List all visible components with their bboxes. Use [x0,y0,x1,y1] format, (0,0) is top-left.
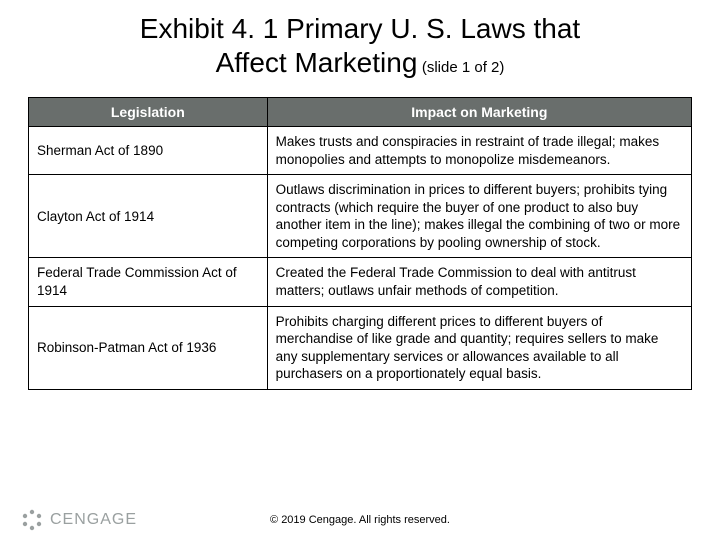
cell-legislation: Federal Trade Commission Act of 1914 [29,258,268,306]
cell-legislation: Clayton Act of 1914 [29,175,268,258]
slide-footer: CENGAGE © 2019 Cengage. All rights reser… [0,500,720,540]
table-row: Sherman Act of 1890 Makes trusts and con… [29,127,692,175]
cell-legislation: Robinson-Patman Act of 1936 [29,306,268,389]
laws-table: Legislation Impact on Marketing Sherman … [28,97,692,390]
table-row: Robinson-Patman Act of 1936 Prohibits ch… [29,306,692,389]
title-sub-text: (slide 1 of 2) [422,59,505,76]
cell-impact: Prohibits charging different prices to d… [267,306,691,389]
title-line2: Affect Marketing (slide 1 of 2) [40,46,680,80]
col-header-impact: Impact on Marketing [267,98,691,127]
table-row: Clayton Act of 1914 Outlaws discriminati… [29,175,692,258]
cell-impact: Outlaws discrimination in prices to diff… [267,175,691,258]
slide-title: Exhibit 4. 1 Primary U. S. Laws that Aff… [0,0,720,89]
cell-impact: Created the Federal Trade Commission to … [267,258,691,306]
cell-legislation: Sherman Act of 1890 [29,127,268,175]
table-row: Federal Trade Commission Act of 1914 Cre… [29,258,692,306]
laws-table-container: Legislation Impact on Marketing Sherman … [0,89,720,390]
table-header-row: Legislation Impact on Marketing [29,98,692,127]
copyright-text: © 2019 Cengage. All rights reserved. [0,514,720,526]
col-header-legislation: Legislation [29,98,268,127]
title-line1: Exhibit 4. 1 Primary U. S. Laws that [40,12,680,46]
title-main-text: Affect Marketing [216,47,418,78]
cell-impact: Makes trusts and conspiracies in restrai… [267,127,691,175]
